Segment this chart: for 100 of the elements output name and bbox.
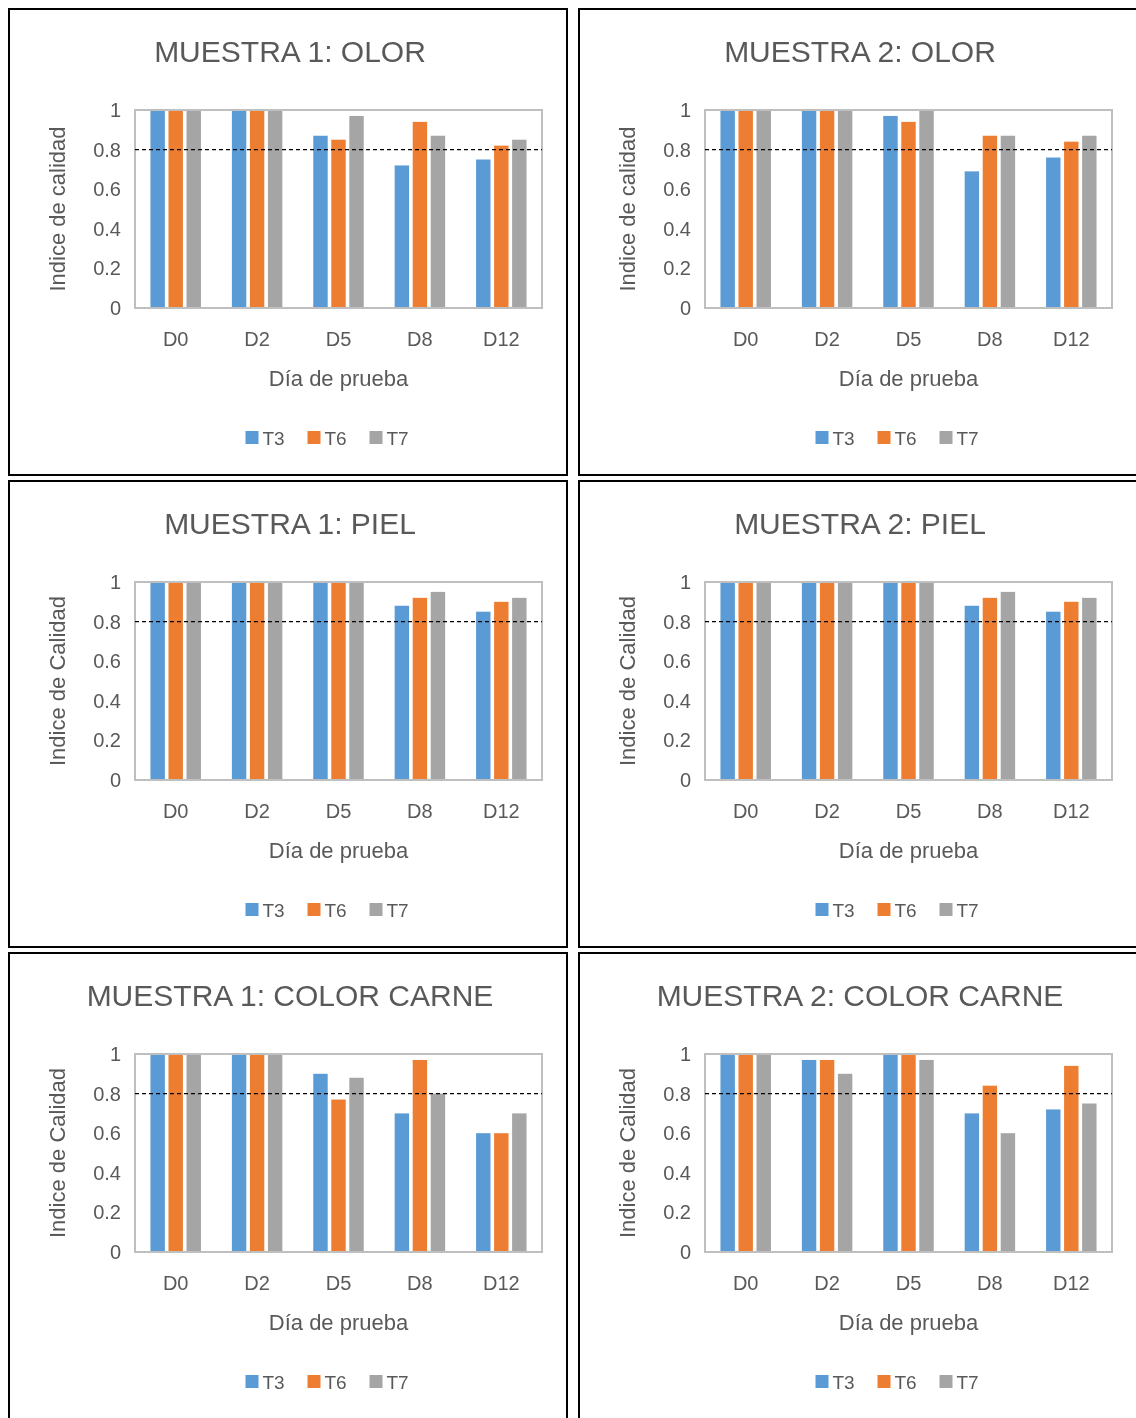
y-tick-label: 1: [109, 99, 121, 121]
y-axis-title: Indice de Calidad: [45, 1067, 70, 1239]
x-tick-label: D2: [244, 1272, 270, 1294]
legend-label: T3: [832, 427, 855, 449]
y-tick-label: 0.6: [663, 650, 691, 673]
bar: [412, 121, 428, 308]
legend-label: T3: [832, 899, 855, 921]
x-tick-label: D0: [162, 328, 189, 350]
bar: [512, 1113, 527, 1252]
y-tick-label: 0.8: [663, 138, 691, 161]
x-axis-title: Día de prueba: [268, 838, 409, 863]
legend-label: T6: [324, 899, 347, 921]
bar: [1046, 1109, 1061, 1252]
y-tick-label: 0.8: [93, 138, 121, 161]
bar: [331, 1099, 346, 1252]
bar: [249, 110, 265, 308]
bar: [883, 115, 898, 308]
bar: [494, 145, 509, 308]
y-tick-label: 0.2: [93, 1201, 121, 1224]
chart-title: MUESTRA 2: PIEL: [734, 507, 986, 540]
legend-label: T6: [894, 899, 917, 921]
bar: [231, 110, 247, 308]
x-axis-title: Día de prueba: [268, 1310, 409, 1335]
bar: [150, 110, 165, 308]
y-tick-label: 0.6: [663, 178, 691, 201]
y-tick-label: 0.4: [93, 689, 121, 712]
legend-label: T3: [262, 899, 285, 921]
x-tick-label: D0: [162, 800, 189, 822]
bar: [819, 1059, 835, 1252]
y-tick-label: 0.8: [93, 610, 121, 633]
x-axis-title: Día de prueba: [268, 366, 409, 391]
bar: [1082, 1103, 1097, 1252]
chart-title: MUESTRA 1: COLOR CARNE: [86, 979, 494, 1012]
y-tick-label: 1: [109, 1043, 121, 1065]
y-tick-label: 0.6: [93, 178, 121, 201]
bar: [738, 1054, 753, 1252]
bar: [919, 1059, 934, 1252]
bar: [837, 1073, 853, 1252]
bar: [231, 1054, 247, 1252]
bar: [837, 110, 853, 308]
bar: [430, 135, 446, 308]
x-tick-label: D0: [732, 1272, 759, 1294]
chart-title: MUESTRA 2: COLOR CARNE: [656, 979, 1064, 1012]
x-tick-label: D2: [814, 800, 840, 822]
x-tick-label: D8: [977, 328, 1003, 350]
legend-label: T7: [386, 899, 409, 921]
x-axis-title: Día de prueba: [838, 366, 979, 391]
x-tick-label: D2: [244, 800, 270, 822]
bar: [430, 1093, 446, 1252]
bar: [168, 1054, 183, 1252]
y-tick-label: 0: [109, 297, 121, 319]
bar: [819, 110, 835, 308]
bar: [349, 1077, 364, 1252]
x-tick-label: D5: [325, 800, 352, 822]
x-tick-label: D8: [977, 1272, 1003, 1294]
x-tick-label: D12: [1052, 800, 1090, 822]
bar: [919, 110, 934, 308]
legend-label: T6: [894, 427, 917, 449]
bar: [313, 135, 328, 308]
x-tick-label: D5: [325, 328, 352, 350]
y-tick-label: 1: [679, 1043, 691, 1065]
x-tick-label: D5: [895, 1272, 922, 1294]
bar: [720, 1054, 735, 1252]
bar: [964, 1113, 980, 1252]
bar: [883, 1054, 898, 1252]
x-tick-label: D12: [482, 328, 520, 350]
x-tick-label: D2: [244, 328, 270, 350]
x-axis-title: Día de prueba: [838, 838, 979, 863]
x-tick-label: D12: [482, 800, 520, 822]
y-tick-label: 0.4: [93, 217, 121, 240]
legend-label: T7: [956, 899, 979, 921]
y-tick-label: 0.4: [663, 217, 691, 240]
y-tick-label: 0.6: [93, 650, 121, 673]
bar: [249, 1054, 265, 1252]
legend-label: T7: [386, 1371, 409, 1393]
y-tick-label: 0.4: [663, 689, 691, 712]
y-axis-title: Indice de Calidad: [45, 595, 70, 767]
bar: [1000, 1133, 1016, 1252]
bar: [756, 110, 771, 308]
legend-label: T3: [832, 1371, 855, 1393]
y-tick-label: 0.4: [93, 1161, 121, 1184]
bar: [756, 1054, 771, 1252]
bar: [394, 165, 410, 308]
y-tick-label: 0: [109, 769, 121, 791]
bar: [1046, 157, 1061, 308]
bar: [1000, 135, 1016, 308]
bar: [412, 1059, 428, 1252]
chart-title: MUESTRA 1: PIEL: [164, 507, 416, 540]
y-axis-title: Indice de calidad: [615, 126, 640, 292]
x-axis-title: Día de prueba: [838, 1310, 979, 1335]
bar: [901, 121, 916, 308]
y-tick-label: 1: [679, 99, 691, 121]
x-tick-label: D5: [895, 328, 922, 350]
bar: [267, 110, 283, 308]
x-tick-label: D0: [732, 800, 759, 822]
y-tick-label: 0.2: [93, 729, 121, 752]
x-tick-label: D0: [732, 328, 759, 350]
bar: [494, 1133, 509, 1252]
y-tick-label: 0.2: [663, 1201, 691, 1224]
x-tick-label: D5: [895, 800, 922, 822]
